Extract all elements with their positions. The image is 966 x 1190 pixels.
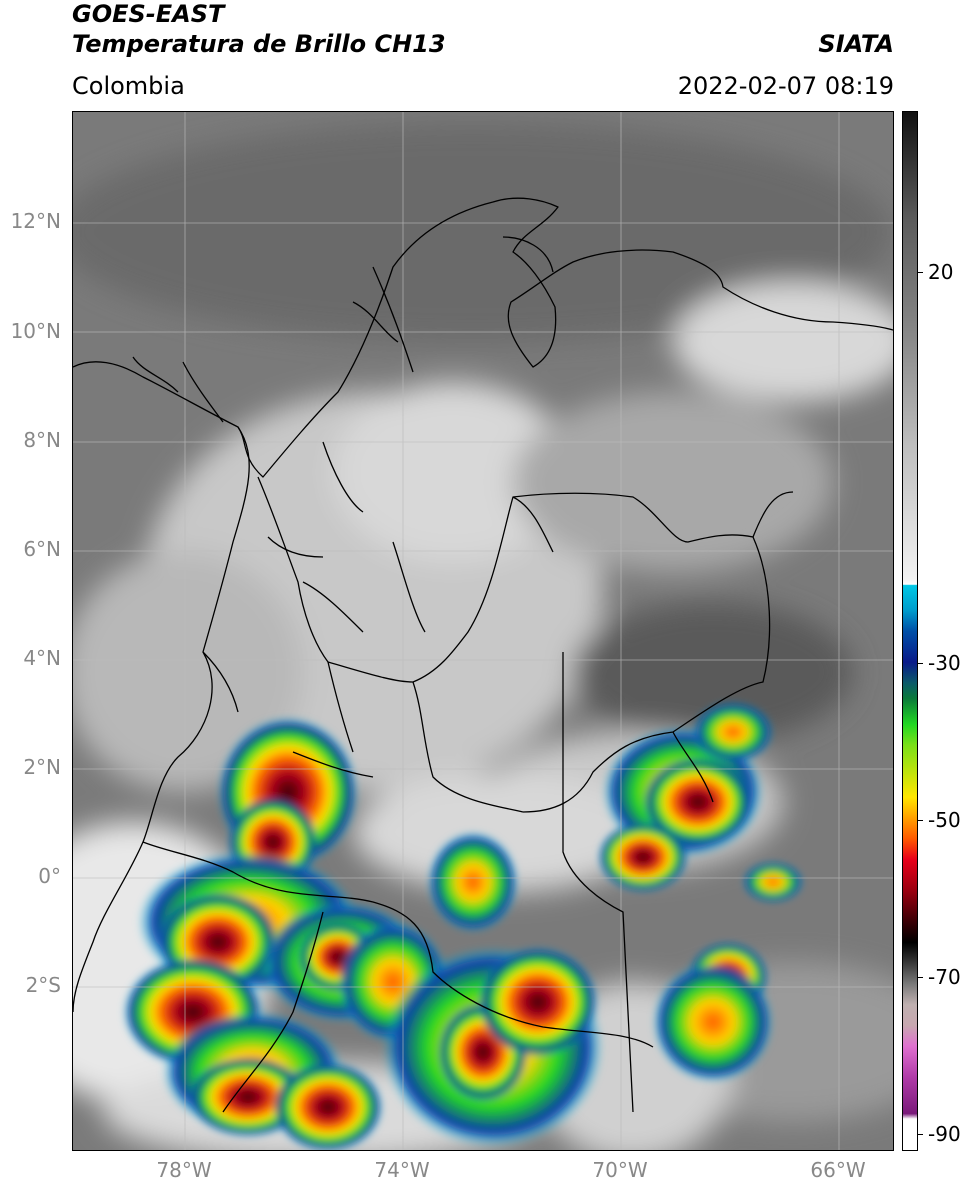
lat-label-6n: 6°N <box>23 537 61 561</box>
lat-label-0: 0° <box>38 864 61 888</box>
colorbar-tick-20 <box>917 272 923 273</box>
colorbar-label-neg50: -50 <box>928 808 961 832</box>
lat-label-4n: 4°N <box>23 646 61 670</box>
lon-label-78w: 78°W <box>156 1158 212 1182</box>
product-title: Temperatura de Brillo CH13 <box>72 30 446 58</box>
colorbar-tick-neg50 <box>917 820 923 821</box>
borders <box>73 197 893 1113</box>
timestamp-label: 2022-02-07 08:19 <box>677 72 894 100</box>
colorbar-label-neg70: -70 <box>928 965 961 989</box>
satellite-map[interactable] <box>72 111 894 1151</box>
lon-label-74w: 74°W <box>374 1158 430 1182</box>
lat-label-8n: 8°N <box>23 428 61 452</box>
colorbar-label-20: 20 <box>928 260 954 284</box>
lat-label-10n: 10°N <box>10 319 61 343</box>
lat-label-12n: 12°N <box>10 209 61 233</box>
lon-label-70w: 70°W <box>592 1158 648 1182</box>
colorbar <box>902 111 918 1151</box>
brand-label: SIATA <box>818 30 894 58</box>
lat-label-2s: 2°S <box>25 973 61 997</box>
colorbar-label-neg90: -90 <box>928 1122 961 1146</box>
colorbar-tick-neg30 <box>917 663 923 664</box>
convective-storms <box>123 702 803 1150</box>
satellite-title: GOES-EAST <box>72 0 225 28</box>
lat-label-2n: 2°N <box>23 755 61 779</box>
region-label: Colombia <box>72 72 185 100</box>
lon-label-66w: 66°W <box>810 1158 866 1182</box>
map-canvas <box>73 112 893 1150</box>
colorbar-tick-neg70 <box>917 977 923 978</box>
colorbar-tick-neg90 <box>917 1134 923 1135</box>
gridlines <box>73 112 893 1150</box>
colorbar-label-neg30: -30 <box>928 651 961 675</box>
